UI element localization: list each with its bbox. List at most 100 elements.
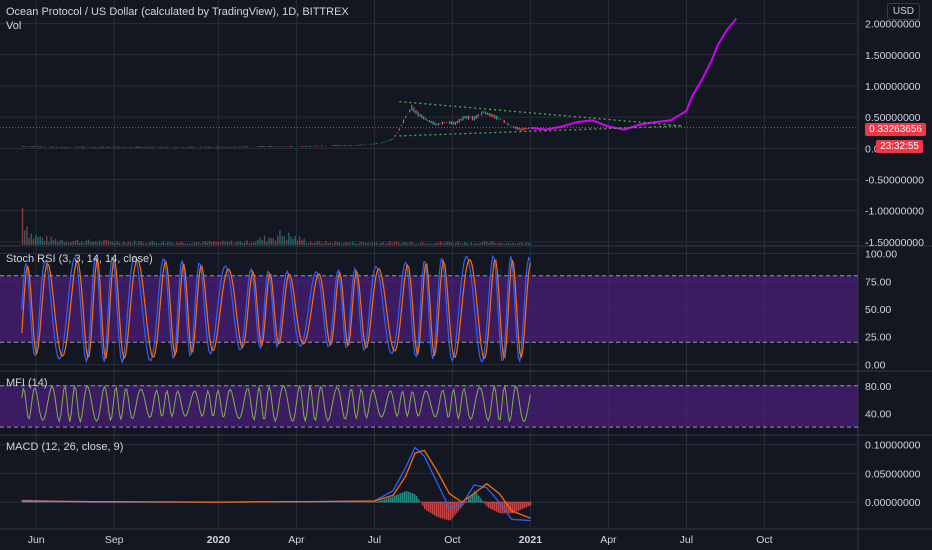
- volume-bar: [250, 242, 253, 245]
- volume-bar: [406, 243, 409, 245]
- volume-bar: [450, 242, 453, 245]
- macd-histogram-bar: [403, 491, 406, 503]
- volume-bar: [182, 243, 184, 245]
- volume-bar: [222, 240, 224, 245]
- volume-bar: [237, 241, 239, 245]
- macd-histogram-bar: [517, 502, 520, 511]
- time-axis-tick-label: Jul: [368, 534, 381, 546]
- volume-bar: [382, 242, 385, 245]
- macd-histogram-bar: [31, 501, 34, 503]
- volume-bar: [296, 240, 299, 245]
- volume-bar: [261, 240, 264, 245]
- volume-bar: [354, 243, 356, 245]
- macd-axis-tick-label: 0.05000000: [865, 468, 921, 480]
- macd-histogram-bar: [383, 499, 386, 503]
- macd-histogram-bar: [469, 496, 472, 503]
- volume-bar: [413, 243, 415, 245]
- macd-histogram-bar: [479, 498, 482, 503]
- stoch-axis-tick-label: 100.00: [865, 249, 897, 261]
- volume-bar: [147, 243, 149, 245]
- volume-label: Vol: [6, 20, 22, 32]
- macd-histogram-bar: [471, 493, 474, 503]
- volume-bar: [224, 241, 226, 245]
- volume-bar: [347, 242, 349, 245]
- volume-bar: [274, 240, 277, 245]
- volume-bar: [72, 241, 74, 245]
- macd-histogram-bar: [451, 502, 454, 518]
- volume-bar: [376, 242, 378, 245]
- price-axis-tick-label: 1.50000000: [865, 50, 921, 62]
- volume-bar: [530, 244, 532, 245]
- volume-bar: [70, 242, 72, 245]
- macd-histogram-bar: [447, 502, 450, 521]
- volume-bar: [52, 240, 55, 245]
- volume-bar: [398, 242, 400, 245]
- time-axis-tick-label: Sep: [105, 534, 124, 546]
- volume-bar: [437, 242, 440, 245]
- volume-bar: [303, 238, 305, 245]
- volume-bar: [470, 241, 473, 245]
- macd-histogram-bar: [397, 494, 400, 503]
- volume-bar: [358, 243, 360, 245]
- volume-bar: [321, 243, 323, 245]
- volume-bar: [422, 242, 424, 245]
- volume-bar: [384, 243, 387, 245]
- volume-bar: [514, 243, 517, 245]
- volume-bar: [362, 242, 365, 245]
- volume-bar: [508, 242, 510, 245]
- volume-bar: [145, 243, 147, 245]
- volume-bar: [21, 207, 24, 245]
- macd-histogram-bar: [415, 496, 418, 503]
- volume-bar: [63, 242, 66, 245]
- macd-histogram-bar: [393, 495, 396, 503]
- volume-bar: [101, 242, 103, 245]
- volume-bar: [248, 243, 250, 245]
- macd-histogram-bar: [523, 502, 526, 508]
- last-price-tag: 0.33263656: [865, 123, 926, 136]
- volume-bar: [307, 242, 310, 245]
- macd-histogram-bar: [487, 502, 490, 508]
- volume-bar: [228, 242, 231, 245]
- volume-bar: [92, 241, 94, 245]
- mfi-axis-tick-label: 80.00: [865, 381, 891, 393]
- macd-histogram-bar: [401, 492, 404, 503]
- volume-bar: [492, 241, 495, 245]
- volume-bar: [270, 237, 272, 245]
- macd-histogram-bar: [445, 502, 448, 520]
- volume-bar: [107, 240, 110, 245]
- volume-bar: [288, 232, 290, 245]
- volume-bar: [219, 242, 222, 245]
- volume-bar: [433, 243, 435, 245]
- macd-histogram-bar: [509, 502, 512, 514]
- volume-bar: [129, 241, 132, 245]
- currency-button[interactable]: USD: [886, 3, 920, 20]
- volume-bar: [96, 242, 99, 245]
- volume-bar: [79, 242, 81, 245]
- volume-bar: [345, 241, 347, 245]
- volume-bar: [241, 243, 244, 245]
- volume-bar: [200, 243, 202, 245]
- macd-histogram-bar: [405, 491, 408, 503]
- volume-bar: [246, 240, 248, 245]
- volume-bar: [466, 242, 468, 245]
- macd-histogram-bar: [27, 501, 30, 503]
- mfi-title: MFI (14): [6, 377, 48, 389]
- volume-bar: [338, 242, 341, 245]
- volume-bar: [312, 243, 314, 245]
- volume-bar: [409, 242, 411, 245]
- volume-bar: [444, 242, 446, 245]
- volume-bar: [501, 243, 503, 245]
- price-axis-tick-label: -1.00000000: [865, 206, 924, 218]
- volume-bar: [494, 243, 497, 245]
- volume-bar: [230, 240, 233, 245]
- macd-histogram-bar: [391, 496, 394, 503]
- volume-bar: [169, 242, 171, 245]
- volume-bar: [272, 238, 275, 245]
- macd-histogram-bar: [507, 502, 510, 514]
- macd-axis-tick-label: 0.00000000: [865, 497, 921, 509]
- macd-histogram-bar: [495, 502, 498, 512]
- volume-bar: [499, 242, 501, 245]
- volume-bar: [162, 241, 165, 245]
- stoch-axis-tick-label: 50.00: [865, 304, 891, 316]
